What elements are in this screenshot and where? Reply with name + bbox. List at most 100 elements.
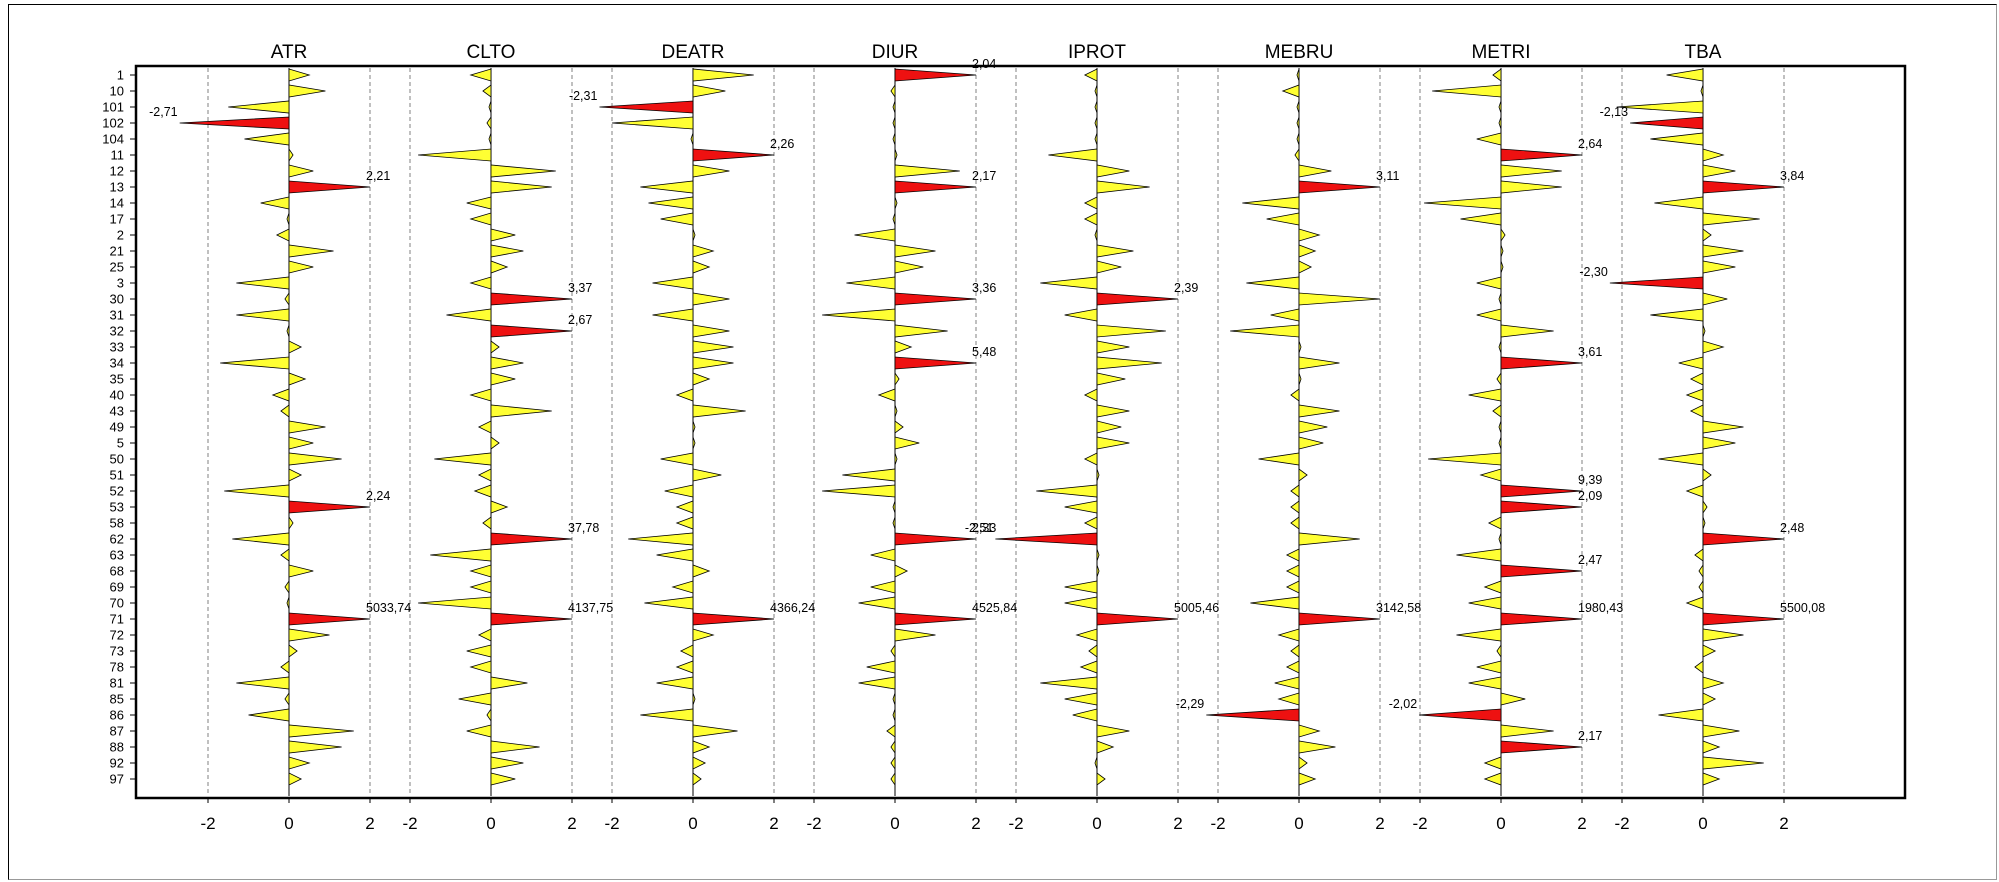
- mark-iprot-86: [1072, 708, 1098, 722]
- column-title-iprot: IPROT: [1068, 42, 1126, 63]
- mark-mebru-30: [1298, 292, 1381, 306]
- mark-tba-12: [1702, 164, 1736, 178]
- mark-iprot-2: [1094, 228, 1098, 242]
- mark-metri-35: [1496, 371, 1502, 387]
- row-label-25: 25: [110, 260, 124, 275]
- mark-metri-31: [1476, 308, 1502, 322]
- row-label-34: 34: [110, 356, 124, 371]
- mark-mebru-31: [1270, 308, 1300, 322]
- mark-metri-92: [1483, 756, 1502, 770]
- mark-clto-1: [469, 68, 492, 82]
- mark-atr-62: [232, 532, 290, 546]
- mark-tba-3: [1609, 276, 1704, 290]
- mark-clto-30: [490, 292, 573, 306]
- x-tick-label: 0: [1294, 814, 1303, 833]
- mark-atr-33: [288, 340, 303, 354]
- row-label-87: 87: [110, 724, 124, 739]
- mark-atr-102: [179, 116, 290, 130]
- value-label-deatr-11: 2,26: [770, 137, 794, 151]
- mark-tba-58: [1702, 516, 1706, 530]
- mark-metri-43: [1492, 404, 1502, 418]
- mark-tba-5: [1702, 436, 1736, 450]
- mark-iprot-49: [1096, 420, 1122, 434]
- mark-diur-30: [894, 292, 977, 306]
- x-tick-label: -2: [402, 814, 417, 833]
- mark-clto-52: [473, 484, 492, 498]
- mark-iprot-51: [1096, 468, 1100, 482]
- row-label-17: 17: [110, 212, 124, 227]
- mark-deatr-50: [660, 452, 694, 466]
- mark-diur-35: [894, 371, 900, 387]
- mark-deatr-81: [656, 676, 694, 690]
- x-tick-label: 2: [1577, 814, 1586, 833]
- mark-mebru-68: [1285, 564, 1300, 578]
- mark-metri-102: [1498, 116, 1502, 130]
- value-label-diur-30: 3,36: [972, 281, 996, 295]
- mark-tba-10: [1700, 84, 1704, 98]
- mark-iprot-88: [1096, 740, 1115, 754]
- x-tick-label: 0: [1092, 814, 1101, 833]
- mark-clto-104: [488, 132, 492, 146]
- mark-mebru-53: [1290, 500, 1300, 514]
- mark-atr-14: [260, 196, 290, 210]
- mark-atr-72: [288, 628, 330, 642]
- mark-metri-33: [1498, 340, 1502, 354]
- mark-diur-5: [894, 436, 920, 450]
- mark-tba-31: [1650, 308, 1704, 322]
- mark-diur-87: [886, 724, 896, 738]
- mark-mebru-101: [1296, 100, 1300, 114]
- mark-mebru-87: [1298, 724, 1321, 738]
- mark-deatr-14: [648, 196, 694, 210]
- x-tick-label: -2: [200, 814, 215, 833]
- mark-diur-71: [894, 612, 977, 626]
- mark-deatr-51: [692, 468, 722, 482]
- mark-atr-97: [288, 772, 303, 786]
- mark-clto-97: [490, 772, 516, 786]
- mark-iprot-14: [1083, 196, 1098, 210]
- mark-mebru-10: [1281, 84, 1300, 98]
- mark-clto-2: [490, 228, 516, 242]
- mark-clto-35: [490, 372, 516, 386]
- mark-clto-73: [466, 644, 492, 658]
- mark-diur-88: [890, 739, 896, 755]
- mark-metri-78: [1476, 660, 1502, 674]
- mark-atr-92: [288, 756, 311, 770]
- mark-mebru-69: [1285, 580, 1300, 594]
- mark-atr-78: [280, 660, 290, 674]
- mark-atr-81: [236, 676, 290, 690]
- mark-mebru-58: [1290, 516, 1300, 530]
- mark-diur-10: [890, 83, 896, 99]
- row-label-52: 52: [110, 484, 124, 499]
- mark-tba-53: [1702, 499, 1708, 515]
- mark-iprot-40: [1083, 388, 1098, 402]
- mark-mebru-92: [1298, 756, 1308, 770]
- mark-diur-21: [894, 244, 936, 258]
- mark-deatr-97: [692, 772, 702, 786]
- mark-clto-69: [469, 580, 492, 594]
- mark-deatr-43: [692, 404, 746, 418]
- mark-atr-70: [286, 596, 290, 610]
- row-label-49: 49: [110, 420, 124, 435]
- mark-tba-72: [1702, 628, 1744, 642]
- mark-metri-3: [1476, 276, 1502, 290]
- mark-iprot-72: [1075, 628, 1098, 642]
- mark-mebru-51: [1298, 468, 1308, 482]
- mark-clto-101: [488, 100, 492, 114]
- mark-tba-92: [1702, 756, 1764, 770]
- mark-clto-21: [490, 244, 524, 258]
- value-label-atr-13: 2,21: [366, 169, 390, 183]
- mark-deatr-13: [640, 180, 694, 194]
- mark-deatr-34: [692, 356, 734, 370]
- mark-atr-3: [236, 276, 290, 290]
- mark-mebru-70: [1250, 596, 1300, 610]
- mark-iprot-50: [1083, 452, 1098, 466]
- mark-metri-1: [1492, 68, 1502, 82]
- mark-mebru-52: [1290, 484, 1300, 498]
- mark-iprot-97: [1096, 772, 1106, 786]
- mark-deatr-69: [671, 580, 694, 594]
- mark-mebru-85: [1277, 692, 1300, 706]
- row-label-69: 69: [110, 580, 124, 595]
- mark-iprot-34: [1096, 356, 1162, 370]
- value-label-tba-13: 3,84: [1780, 169, 1804, 183]
